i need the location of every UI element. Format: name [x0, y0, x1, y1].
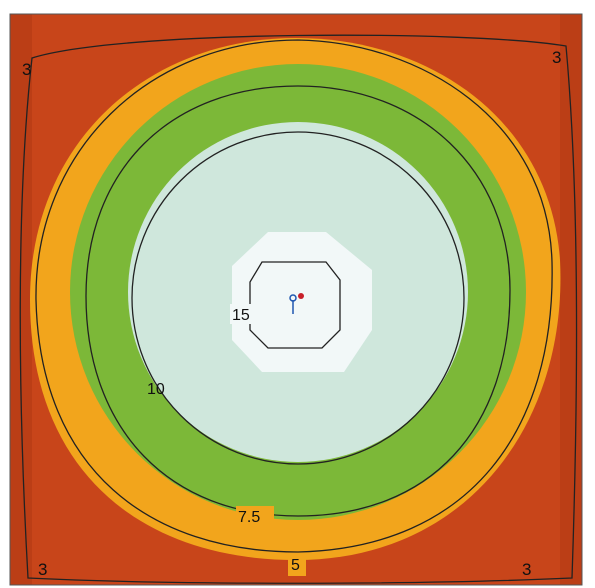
- contour-label-7.5: 7.5: [238, 509, 260, 526]
- contour-label-15: 15: [232, 307, 250, 324]
- corner-label-bottom-right: 3: [522, 560, 531, 579]
- contour-line-10: [131, 131, 465, 465]
- band-center: [232, 232, 372, 372]
- center-marker-red: [298, 293, 304, 299]
- corner-label-top-right: 3: [552, 48, 561, 67]
- contour-line-15: [249, 261, 341, 349]
- label-15-bg: [230, 304, 260, 324]
- contour-label-5: 5: [291, 557, 300, 574]
- label-7.5-bg: [236, 506, 274, 528]
- corner-label-bottom-left: 3: [38, 560, 47, 579]
- contour-line-3: [19, 34, 578, 584]
- contour-label-10: 10: [147, 381, 165, 398]
- plot-frame: [9, 13, 583, 586]
- contour-line-7.5: [85, 85, 511, 517]
- edge-shade-right: [560, 14, 582, 585]
- edge-shade-left: [10, 14, 32, 585]
- contour-line-5: [35, 39, 553, 553]
- center-marker-blue: [289, 294, 297, 302]
- corner-label-top-left: 3: [22, 60, 31, 79]
- label-5-bg: [288, 554, 306, 576]
